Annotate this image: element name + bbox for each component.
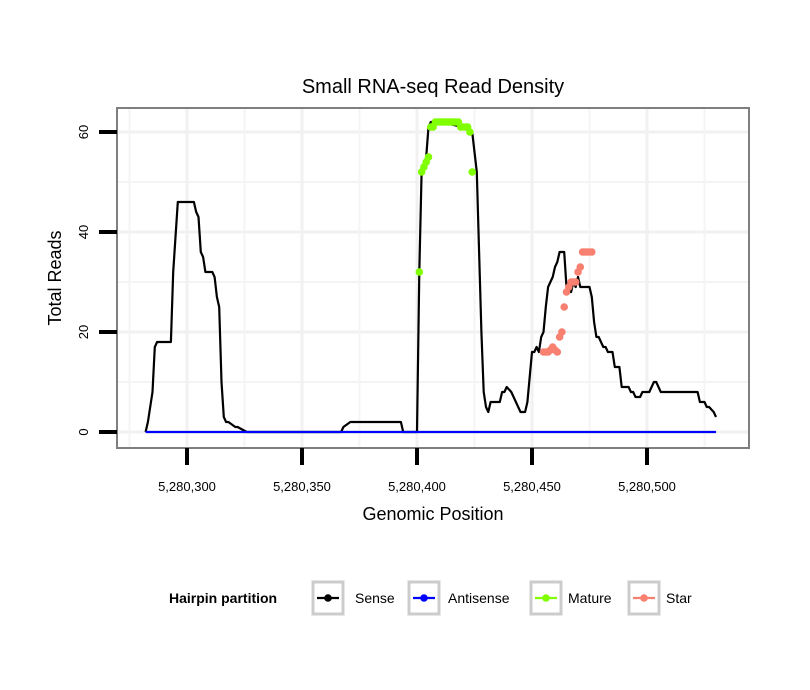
x-axis: 5,280,300 5,280,350 5,280,400 5,280,450 5,28… — [158, 448, 676, 494]
legend-key-point — [420, 594, 428, 602]
panel-background — [117, 108, 749, 448]
legend-entry-sense: Sense — [311, 580, 395, 616]
data-point-star — [576, 263, 585, 271]
x-tick-label: 5,280,450 — [503, 479, 561, 494]
series-points-star — [539, 248, 596, 356]
grid-lines — [117, 108, 749, 448]
legend-label: Star — [666, 590, 692, 606]
legend-entries: Sense Antisense Mature Star — [311, 580, 692, 616]
legend-title: Hairpin partition — [169, 590, 277, 606]
data-point-mature — [466, 128, 474, 136]
x-tick-label: 5,280,350 — [273, 479, 331, 494]
legend-label: Sense — [355, 590, 395, 606]
y-axis-title: Total Reads — [45, 230, 65, 325]
chart-title: Small RNA-seq Read Density — [302, 76, 564, 98]
legend-entry-mature: Mature — [529, 580, 612, 616]
data-point-mature — [415, 268, 424, 276]
data-point-star — [588, 248, 596, 256]
legend-entry-star: Star — [627, 580, 692, 616]
series-layer — [144, 118, 717, 434]
data-point-star — [560, 303, 568, 311]
legend-key-point — [542, 594, 550, 602]
data-point-star — [558, 328, 566, 336]
data-point-star — [553, 348, 562, 356]
x-tick-label: 5,280,400 — [388, 479, 446, 494]
x-tick-label: 5,280,500 — [618, 479, 676, 494]
data-point-mature — [468, 168, 477, 176]
data-point-star — [571, 278, 580, 286]
series-points-mature — [415, 118, 477, 276]
legend-label: Mature — [568, 590, 612, 606]
y-tick-label: 20 — [76, 325, 91, 339]
plot-panel — [116, 107, 750, 449]
x-tick-label: 5,280,300 — [158, 479, 216, 494]
legend-key-point — [324, 594, 332, 602]
y-axis: 0 20 40 60 — [76, 125, 117, 436]
series-line-sense — [144, 120, 717, 434]
panel-border — [116, 107, 750, 449]
x-axis-title: Genomic Position — [362, 504, 503, 524]
legend-label: Antisense — [448, 590, 510, 606]
y-tick-label: 60 — [76, 125, 91, 139]
y-tick-label: 40 — [76, 225, 91, 239]
legend-key-point — [640, 594, 648, 602]
data-point-mature — [424, 153, 433, 161]
y-tick-label: 0 — [76, 428, 91, 435]
legend-entry-antisense: Antisense — [407, 580, 510, 616]
legend: Hairpin partition Sense Antisense Mature St… — [169, 580, 692, 616]
